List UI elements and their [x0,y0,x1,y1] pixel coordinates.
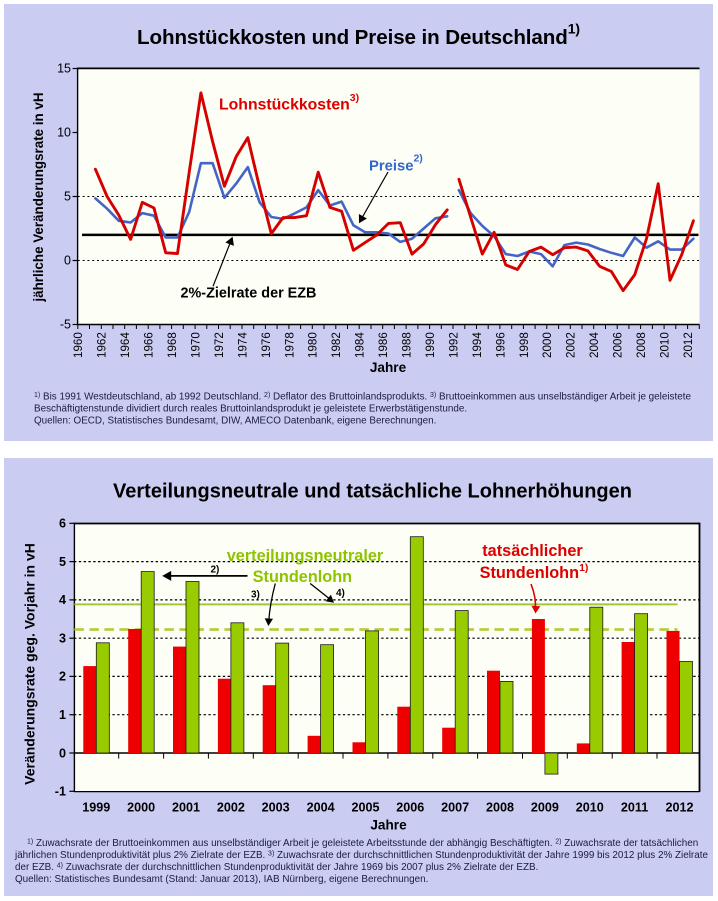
svg-text:1976: 1976 [260,332,273,358]
svg-text:1960: 1960 [72,332,85,358]
svg-text:3): 3) [251,589,260,600]
svg-text:Veränderungsrate geg. Vorjahr: Veränderungsrate geg. Vorjahr in vH [22,543,38,785]
svg-text:2011: 2011 [621,801,648,815]
svg-text:2012: 2012 [682,332,695,358]
svg-text:1) Bis 1991 Westdeutschland, a: 1) Bis 1991 Westdeutschland, ab 1992 Deu… [34,392,691,403]
svg-text:1970: 1970 [190,332,203,358]
svg-text:Beschäftigtenstunde dividiert: Beschäftigtenstunde dividiert durch real… [34,404,467,415]
svg-text:2007: 2007 [441,801,469,815]
svg-text:Verteilungsneutrale und tatsäc: Verteilungsneutrale und tatsächliche Loh… [113,481,632,503]
svg-text:2002: 2002 [565,332,578,358]
svg-text:verteilungsneutraler: verteilungsneutraler [227,547,384,565]
svg-text:jährliche Veränderungsrate in: jährliche Veränderungsrate in vH [31,92,46,302]
svg-text:6: 6 [59,517,66,531]
svg-text:2001: 2001 [172,801,200,815]
svg-text:2005: 2005 [351,801,379,815]
svg-text:1988: 1988 [401,332,414,358]
svg-text:-5: -5 [60,318,71,332]
svg-text:2009: 2009 [531,801,559,815]
svg-text:1962: 1962 [96,332,109,358]
svg-text:2008: 2008 [635,332,648,358]
svg-text:2010: 2010 [576,801,604,815]
svg-text:2003: 2003 [262,801,290,815]
svg-text:2004: 2004 [588,332,601,358]
svg-text:1) Zuwachsrate der Bruttoeinko: 1) Zuwachsrate der Bruttoeinkommen aus u… [27,838,698,849]
svg-text:-1: -1 [55,785,66,799]
svg-text:2010: 2010 [659,332,672,358]
svg-text:1996: 1996 [494,332,507,358]
svg-text:tatsächlicher: tatsächlicher [482,542,583,560]
svg-text:1982: 1982 [330,332,343,358]
svg-text:0: 0 [59,746,66,760]
svg-text:4): 4) [336,588,345,599]
svg-text:1994: 1994 [471,332,484,358]
svg-text:1974: 1974 [236,332,249,358]
svg-text:1990: 1990 [424,332,437,358]
svg-text:1978: 1978 [283,332,296,358]
svg-text:2004: 2004 [307,801,335,815]
svg-text:Stundenlohn1): Stundenlohn1) [480,562,589,582]
svg-text:Preise2): Preise2) [369,152,423,174]
svg-text:2000: 2000 [127,801,155,815]
svg-text:1980: 1980 [307,332,320,358]
svg-text:Lohnstückkosten und Preise in: Lohnstückkosten und Preise in Deutschlan… [137,20,580,49]
svg-text:0: 0 [64,254,71,268]
svg-text:Stundenlohn: Stundenlohn [253,568,352,586]
svg-text:1966: 1966 [143,332,156,358]
svg-text:1964: 1964 [119,332,132,358]
svg-text:1972: 1972 [213,332,226,358]
svg-text:1999: 1999 [82,801,110,815]
svg-text:2): 2) [211,565,220,576]
svg-text:15: 15 [57,62,71,76]
svg-text:2%-Zielrate der EZB: 2%-Zielrate der EZB [181,286,317,302]
svg-text:der EZB. 4) Zuwachsrate der du: der EZB. 4) Zuwachsrate der durchschnitt… [15,862,538,873]
svg-text:3: 3 [59,632,66,646]
svg-text:1984: 1984 [354,332,367,358]
svg-text:2: 2 [59,670,66,684]
svg-text:1998: 1998 [518,332,531,358]
svg-text:1: 1 [59,708,66,722]
svg-text:2008: 2008 [486,801,514,815]
svg-text:Lohnstückkosten3): Lohnstückkosten3) [219,92,359,114]
svg-text:Jahre: Jahre [370,818,407,833]
svg-text:1992: 1992 [447,332,460,358]
svg-text:Jahre: Jahre [370,360,407,375]
svg-text:Quellen: Statistisches Bundesa: Quellen: Statistisches Bundesamt (Stand:… [15,874,428,885]
svg-text:10: 10 [57,126,71,140]
svg-text:5: 5 [59,555,66,569]
svg-text:5: 5 [64,190,71,204]
svg-text:2006: 2006 [396,801,424,815]
svg-text:jährlichen Stundenproduktivitä: jährlichen Stundenproduktivität plus 2% … [14,850,708,861]
svg-text:2002: 2002 [217,801,245,815]
svg-text:1968: 1968 [166,332,179,358]
svg-text:2000: 2000 [541,332,554,358]
svg-text:2006: 2006 [612,332,625,358]
svg-text:1986: 1986 [377,332,390,358]
svg-text:4: 4 [59,593,66,607]
svg-text:2012: 2012 [665,801,693,815]
svg-text:Quellen: OECD, Statistisches B: Quellen: OECD, Statistisches Bundesamt, … [34,416,436,427]
